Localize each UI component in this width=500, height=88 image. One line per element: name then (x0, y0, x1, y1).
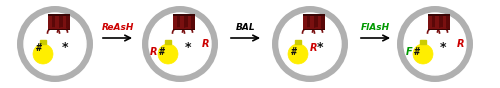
Bar (428, 29, 450, 30)
Bar (173, 14, 176, 30)
Bar (318, 14, 322, 30)
Bar (432, 14, 436, 30)
Bar (184, 14, 188, 30)
Bar (314, 14, 318, 30)
Circle shape (17, 6, 93, 82)
Bar (420, 40, 426, 44)
Text: ReAsH: ReAsH (102, 23, 134, 32)
Circle shape (158, 44, 178, 64)
Circle shape (142, 6, 218, 82)
Text: #: # (36, 43, 42, 53)
Bar (428, 14, 450, 15)
Text: #: # (414, 47, 420, 57)
Text: *: * (185, 42, 191, 54)
Bar (442, 14, 446, 30)
Bar (188, 14, 192, 30)
Text: *: * (440, 42, 446, 54)
Circle shape (413, 44, 433, 64)
Circle shape (149, 13, 211, 75)
Bar (66, 14, 70, 30)
Bar (56, 14, 59, 30)
Bar (303, 14, 306, 30)
Bar (62, 14, 66, 30)
Text: *: * (62, 42, 68, 54)
Bar (165, 40, 171, 44)
Bar (306, 14, 310, 30)
Bar (173, 14, 195, 15)
Circle shape (404, 13, 466, 75)
Circle shape (397, 6, 473, 82)
Text: FlAsH: FlAsH (361, 23, 390, 32)
Text: BAL: BAL (236, 23, 256, 32)
Text: *: * (317, 42, 323, 54)
Bar (48, 14, 51, 30)
Text: #: # (291, 47, 297, 57)
Bar (303, 29, 325, 30)
Bar (428, 14, 432, 30)
Bar (295, 40, 301, 44)
Circle shape (33, 44, 53, 64)
Text: R: R (202, 39, 210, 49)
Bar (40, 40, 46, 44)
Text: R: R (150, 47, 158, 57)
Circle shape (288, 44, 308, 64)
Text: R: R (457, 39, 465, 49)
Circle shape (24, 13, 86, 75)
Bar (176, 14, 180, 30)
Text: #: # (159, 47, 165, 57)
Bar (180, 14, 184, 30)
Bar (48, 29, 70, 30)
Bar (52, 14, 56, 30)
Bar (439, 14, 442, 30)
Bar (59, 14, 62, 30)
Bar (48, 14, 70, 15)
Bar (322, 14, 325, 30)
Bar (436, 14, 439, 30)
Bar (446, 14, 450, 30)
Bar (173, 29, 195, 30)
Text: R: R (310, 43, 318, 53)
Circle shape (272, 6, 348, 82)
Text: F: F (406, 47, 412, 57)
Bar (192, 14, 195, 30)
Bar (303, 14, 325, 15)
Bar (310, 14, 314, 30)
Circle shape (279, 13, 341, 75)
